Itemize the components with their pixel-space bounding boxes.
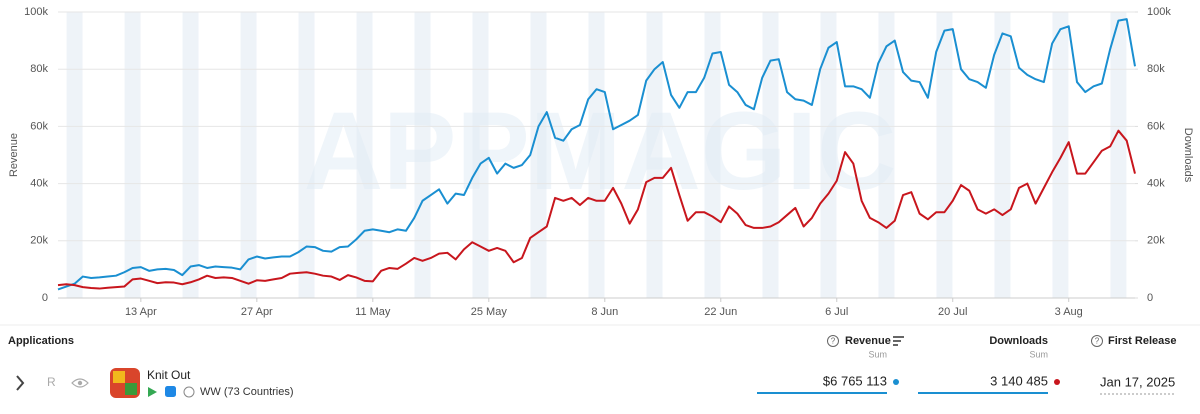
first-release: Jan 17, 2025	[1100, 374, 1175, 389]
weekend-band	[878, 12, 895, 298]
weekend-band	[1052, 12, 1069, 298]
y2-tick-label: 20k	[1147, 235, 1165, 247]
eye-icon[interactable]	[71, 378, 89, 388]
eye-pupil	[77, 380, 83, 386]
y-tick-label: 100k	[24, 6, 48, 18]
app-icon-part	[125, 383, 137, 395]
header-revenue[interactable]: Revenue	[845, 335, 891, 347]
help-icon[interactable]	[1091, 335, 1103, 347]
help-icon[interactable]	[827, 335, 839, 347]
help-icon-glyph: ?	[831, 337, 836, 346]
x-tick-label: 25 May	[471, 306, 508, 318]
play-store-icon	[148, 387, 157, 397]
sort-icon[interactable]	[893, 336, 904, 346]
help-icon-glyph: ?	[1095, 337, 1100, 346]
y-tick-label: 40k	[30, 178, 48, 190]
weekend-band	[646, 12, 663, 298]
x-tick-label: 11 May	[355, 306, 391, 318]
y2-tick-label: 100k	[1147, 6, 1171, 18]
revenue-dot	[893, 379, 899, 385]
x-tick-label: 27 Apr	[241, 306, 273, 318]
weekend-band	[588, 12, 605, 298]
weekend-band	[298, 12, 315, 298]
series-line	[57, 18, 1136, 291]
watermark: APPMAGIC	[304, 90, 897, 213]
header-applications: Applications	[8, 335, 74, 347]
header-first-release[interactable]: First Release	[1108, 335, 1176, 347]
downloads-dot	[1054, 379, 1060, 385]
series-line	[57, 129, 1136, 290]
weekend-band	[182, 12, 199, 298]
globe-icon	[183, 386, 195, 398]
x-tick-label: 8 Jun	[591, 306, 618, 318]
y2-tick-label: 80k	[1147, 63, 1165, 75]
weekend-band	[704, 12, 721, 298]
revenue-sum: $6 765 113	[823, 373, 887, 388]
weekend-band	[66, 12, 83, 298]
downloads-sum: 3 140 485	[990, 373, 1048, 388]
app-name[interactable]: Knit Out	[147, 368, 191, 382]
y2-tick-label: 40k	[1147, 178, 1165, 190]
weekend-band	[240, 12, 257, 298]
y-axis-title: Revenue	[8, 133, 20, 177]
x-tick-label: 6 Jul	[825, 306, 848, 318]
header-revenue-agg: Sum	[868, 349, 887, 359]
x-tick-label: 13 Apr	[125, 306, 157, 318]
y2-tick-label: 0	[1147, 292, 1153, 304]
weekend-band	[472, 12, 489, 298]
y-tick-label: 20k	[30, 235, 48, 247]
y-tick-label: 60k	[30, 120, 48, 132]
y-tick-label: 80k	[30, 63, 48, 75]
weekend-band	[530, 12, 547, 298]
region: WW (73 Countries)	[200, 386, 294, 398]
weekend-band	[820, 12, 837, 298]
x-tick-label: 20 Jul	[938, 306, 967, 318]
badge: R	[47, 375, 56, 389]
app-icon-part	[113, 371, 125, 383]
weekend-band	[414, 12, 431, 298]
y2-axis-title: Downloads	[1182, 128, 1194, 183]
x-tick-label: 3 Aug	[1055, 306, 1083, 318]
header-downloads[interactable]: Downloads	[989, 335, 1048, 347]
y-tick-label: 0	[42, 292, 48, 304]
y2-tick-label: 60k	[1147, 120, 1165, 132]
weekend-band	[356, 12, 373, 298]
x-tick-label: 22 Jun	[704, 306, 737, 318]
weekend-band	[124, 12, 141, 298]
app-store-icon	[165, 386, 176, 397]
weekend-band	[1110, 12, 1127, 298]
expand-chevron[interactable]	[16, 375, 25, 391]
weekend-band	[994, 12, 1011, 298]
header-downloads-agg: Sum	[1029, 349, 1048, 359]
weekend-band	[936, 12, 953, 298]
weekend-bands	[66, 12, 1127, 298]
